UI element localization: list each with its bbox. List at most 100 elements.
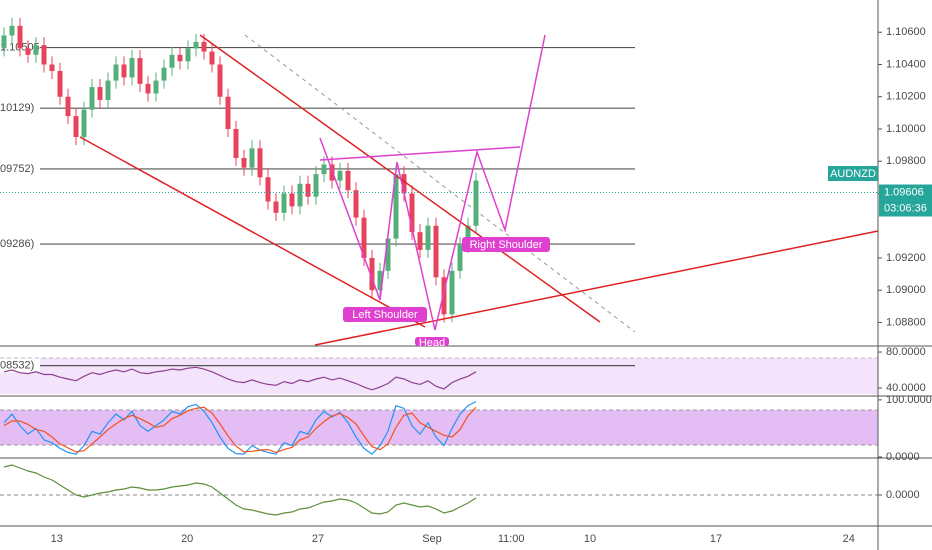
last-price: 1.09606	[884, 186, 924, 198]
x-tick-label: 11:00	[498, 533, 525, 545]
indicator-line	[3, 464, 477, 516]
symbol-badge	[828, 166, 878, 181]
candle-body	[257, 148, 263, 178]
candle-body	[473, 180, 479, 226]
candle-body	[313, 174, 319, 197]
candle-body	[401, 174, 407, 194]
candle-body	[321, 164, 327, 175]
candle-body	[25, 48, 31, 55]
candle-body	[225, 96, 231, 129]
y-tick-label: 1.10600	[886, 26, 926, 38]
dashed-channel	[244, 34, 636, 333]
candle-body	[1, 35, 7, 49]
candle-body	[129, 58, 135, 78]
y-tick-label: 1.10000	[886, 123, 926, 135]
candle-body	[465, 225, 471, 246]
level-label: 09286)	[0, 238, 34, 250]
x-tick-label: 27	[312, 533, 324, 545]
x-tick-label: 13	[51, 533, 63, 545]
y-tick-label: 1.10400	[886, 58, 926, 70]
x-tick-label: 24	[843, 533, 855, 545]
candle-body	[145, 83, 151, 94]
candle-body	[441, 277, 447, 315]
candle-body	[337, 170, 343, 181]
candle-body	[81, 109, 87, 138]
countdown: 03:06:36	[884, 202, 927, 214]
candle-body	[265, 177, 271, 202]
candle-body	[433, 225, 439, 278]
candle-body	[425, 225, 431, 250]
level-label-bg	[0, 161, 40, 176]
candle-body	[97, 87, 103, 100]
indicator-line	[3, 401, 477, 455]
candle-body	[137, 58, 143, 84]
candle-body	[305, 183, 311, 197]
candle-body	[345, 170, 351, 191]
trend-line	[79, 136, 426, 328]
candle-body	[449, 270, 455, 315]
x-tick-label: 17	[710, 533, 722, 545]
y-tick-label: 40.0000	[886, 382, 926, 394]
countdown-badge	[879, 200, 932, 217]
level-label-bg	[0, 101, 40, 116]
candle-body	[41, 45, 47, 65]
candle-body	[369, 257, 375, 291]
candle-body	[153, 80, 159, 94]
trend-line	[314, 230, 879, 346]
candle-body	[361, 217, 367, 258]
y-tick-label: 0.0000	[886, 451, 920, 463]
candle-body	[201, 41, 207, 52]
candle-body	[457, 245, 463, 271]
candle-body	[273, 201, 279, 213]
candle-body	[297, 183, 303, 207]
indicator-line	[3, 406, 477, 454]
candle-body	[161, 67, 167, 81]
candle-body	[73, 116, 79, 138]
annotation-box	[415, 337, 449, 346]
annotation-box	[343, 307, 427, 322]
candle-body	[353, 190, 359, 218]
annotation: Left Shoulder	[352, 309, 418, 321]
candle-body	[177, 54, 183, 62]
candle-body	[49, 64, 55, 71]
level-label: 09752)	[0, 163, 34, 175]
stoch-band	[0, 410, 878, 445]
candle-body	[113, 64, 119, 81]
x-tick-label: Sep	[422, 533, 442, 545]
symbol: AUDNZD	[830, 168, 876, 180]
candle-body	[17, 25, 23, 49]
candle-body	[193, 41, 199, 49]
last-price-badge	[879, 184, 932, 201]
candle-body	[393, 174, 399, 239]
neckline	[319, 146, 521, 161]
x-tick-label: 20	[181, 533, 193, 545]
candle-body	[409, 193, 415, 233]
y-tick-label: 1.10200	[886, 91, 926, 103]
candle-body	[65, 96, 71, 117]
plot-area: 1.1050510129)09752)09286)08532)	[0, 17, 878, 516]
candle-body	[281, 193, 287, 213]
y-tick-label: 1.08800	[886, 316, 926, 328]
level-label: 10129)	[0, 102, 34, 114]
drawings	[79, 34, 879, 346]
candle-body	[89, 87, 95, 110]
y-tick-label: 80.0000	[886, 346, 926, 358]
annotation: Right Shoulder	[470, 239, 543, 251]
y-tick-label: 1.09200	[886, 252, 926, 264]
x-tick-label: 10	[584, 533, 596, 545]
indicator-line	[3, 366, 477, 391]
candle-body	[249, 148, 255, 168]
candle-body	[233, 128, 239, 158]
y-tick-label: 0.0000	[886, 489, 920, 501]
candle-body	[169, 54, 175, 68]
pattern-line	[319, 34, 546, 331]
level-label-bg	[0, 237, 40, 252]
candle-body	[33, 45, 39, 55]
candle-body	[209, 51, 215, 65]
candle-body	[57, 70, 63, 97]
candle-body	[385, 238, 391, 271]
candle-body	[121, 64, 127, 78]
level-label: 08532)	[0, 360, 34, 372]
